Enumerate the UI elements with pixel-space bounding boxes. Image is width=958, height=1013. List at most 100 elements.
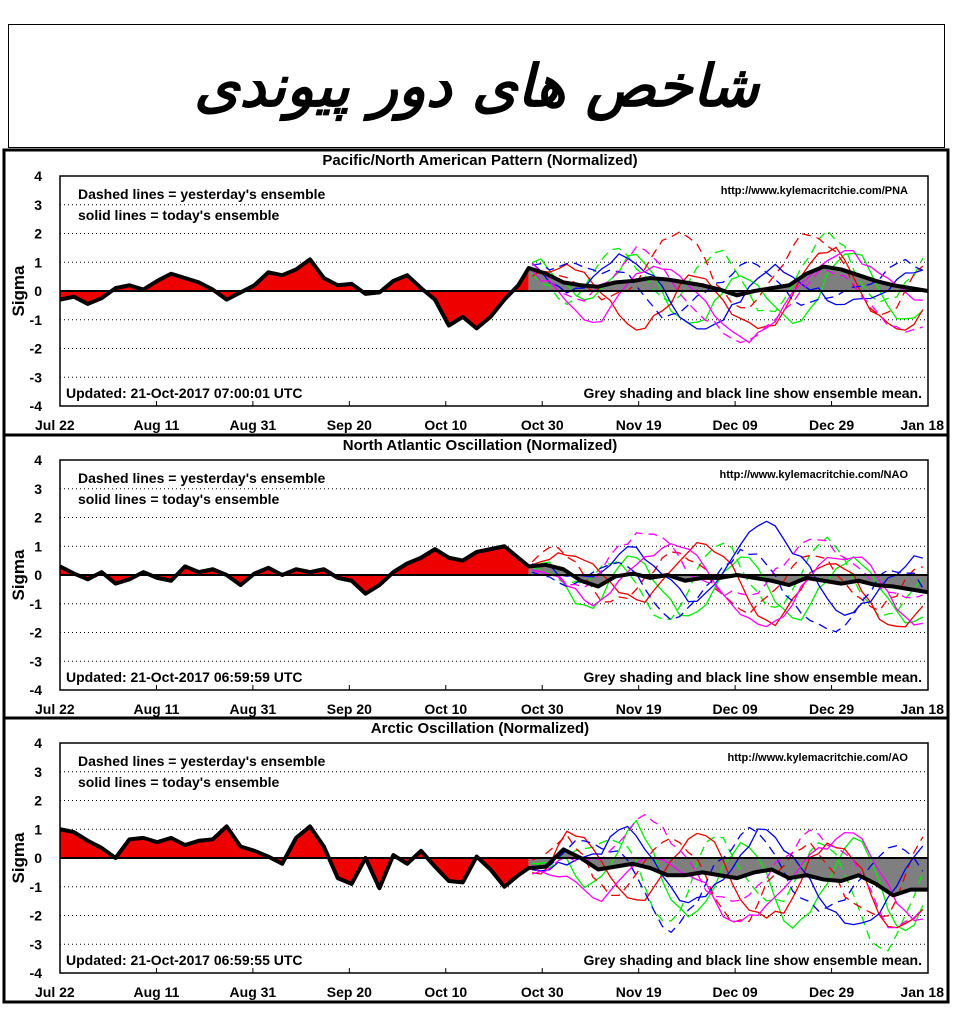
- x-tick-label: Oct 30: [521, 984, 564, 1000]
- y-tick-label: -2: [30, 341, 43, 357]
- member-line-today: [532, 830, 924, 929]
- page-title: شاخص های دور پیوندی: [194, 52, 759, 120]
- y-tick-label: 2: [34, 510, 42, 526]
- member-line-yesterday: [532, 834, 924, 924]
- member-line-today: [531, 819, 924, 932]
- y-tick-label: 2: [34, 793, 42, 809]
- x-tick-label: Aug 11: [133, 984, 179, 1000]
- x-tick-label: Aug 31: [230, 417, 277, 433]
- y-tick-label: 0: [34, 850, 42, 866]
- y-tick-label: 0: [34, 567, 42, 583]
- x-tick-label: Sep 20: [327, 701, 372, 717]
- chart-title: North Atlantic Oscillation (Normalized): [343, 437, 617, 454]
- x-tick-label: Jul 22: [35, 984, 75, 1000]
- x-tick-label: Nov 19: [616, 417, 662, 433]
- member-line-today: [531, 252, 924, 325]
- x-tick-label: Oct 10: [424, 417, 467, 433]
- chart-title: Pacific/North American Pattern (Normaliz…: [322, 152, 637, 169]
- member-line-today: [531, 249, 923, 344]
- chart-panel-3: Arctic Oscillation (Normalized) 4 3 2 1 0 -1 -2…: [2, 716, 950, 1004]
- shading-note: Grey shading and black line show ensembl…: [584, 952, 922, 968]
- source-url: http://www.kylemacritchie.com/NAO: [720, 469, 909, 481]
- y-tick-label: 1: [34, 538, 42, 554]
- x-tick-label: Jan 18: [900, 701, 944, 717]
- x-tick-label: Jul 22: [35, 417, 75, 433]
- x-tick-label: Aug 11: [133, 417, 179, 433]
- legend-text-solid: solid lines = today's ensemble: [78, 491, 280, 507]
- source-url: http://www.kylemacritchie.com/PNA: [721, 185, 908, 197]
- y-tick-label: -3: [30, 369, 43, 385]
- mean-line: [59, 544, 929, 596]
- x-tick-label: Dec 29: [809, 701, 854, 717]
- member-line-today: [532, 831, 923, 923]
- legend-text-solid: solid lines = today's ensemble: [78, 774, 280, 790]
- updated-timestamp: Updated: 21-Oct-2017 07:00:01 UTC: [66, 385, 303, 401]
- y-tick-label: -1: [30, 312, 43, 328]
- x-tick-label: Oct 30: [521, 417, 564, 433]
- y-tick-label: 4: [34, 168, 42, 184]
- y-tick-label: -1: [30, 596, 43, 612]
- y-tick-label: -3: [30, 936, 43, 952]
- x-tick-label: Aug 31: [230, 701, 277, 717]
- x-tick-label: Jul 22: [35, 701, 75, 717]
- updated-timestamp: Updated: 21-Oct-2017 06:59:55 UTC: [66, 952, 303, 968]
- y-tick-label: -4: [30, 965, 43, 981]
- x-tick-label: Jan 18: [900, 417, 944, 433]
- y-tick-label: -3: [30, 653, 43, 669]
- mean-line: [59, 257, 929, 331]
- member-line-yesterday: [531, 229, 924, 313]
- mean-line: [59, 824, 928, 898]
- plot-area-border: [59, 742, 929, 974]
- chart-panel-2: North Atlantic Oscillation (Normalized) 4…: [2, 433, 950, 721]
- y-tick-label: -2: [30, 625, 43, 641]
- y-tick-label: 1: [34, 254, 42, 270]
- y-axis-label: Sigma: [9, 832, 28, 884]
- y-tick-label: 0: [34, 283, 42, 299]
- legend-text-dashed: Dashed lines = yesterday's ensemble: [78, 753, 326, 769]
- y-tick-label: 3: [34, 764, 42, 780]
- chart-panel-1: Pacific/North American Pattern (Normaliz…: [2, 148, 950, 439]
- x-tick-label: Dec 09: [713, 701, 758, 717]
- x-tick-label: Oct 10: [424, 701, 467, 717]
- legend-text-solid: solid lines = today's ensemble: [78, 207, 280, 223]
- x-tick-label: Oct 30: [521, 701, 564, 717]
- y-tick-label: 3: [34, 481, 42, 497]
- member-line-yesterday: [531, 532, 923, 599]
- member-line-today: [532, 542, 923, 628]
- x-tick-label: Sep 20: [327, 417, 372, 433]
- y-tick-label: 2: [34, 226, 42, 242]
- ensemble-mean-fill: [528, 266, 928, 296]
- y-tick-label: -4: [30, 398, 43, 414]
- source-url: http://www.kylemacritchie.com/AO: [727, 752, 908, 764]
- x-tick-label: Sep 20: [327, 984, 372, 1000]
- shading-note: Grey shading and black line show ensembl…: [584, 385, 922, 401]
- shading-note: Grey shading and black line show ensembl…: [584, 669, 922, 685]
- member-line-yesterday: [532, 826, 924, 934]
- y-tick-label: 4: [34, 452, 42, 468]
- updated-timestamp: Updated: 21-Oct-2017 06:59:59 UTC: [66, 669, 303, 685]
- x-tick-label: Aug 31: [230, 984, 277, 1000]
- plot-area-border: [59, 175, 929, 407]
- x-tick-label: Dec 09: [713, 984, 758, 1000]
- x-tick-label: Dec 29: [809, 984, 854, 1000]
- y-tick-label: 1: [34, 821, 42, 837]
- x-tick-label: Aug 11: [133, 701, 179, 717]
- member-line-yesterday: [532, 536, 924, 620]
- y-tick-label: -4: [30, 682, 43, 698]
- x-tick-label: Nov 19: [616, 984, 662, 1000]
- y-tick-label: -2: [30, 908, 43, 924]
- plot-area-border: [59, 459, 929, 691]
- legend-text-dashed: Dashed lines = yesterday's ensemble: [78, 470, 326, 486]
- x-tick-label: Nov 19: [616, 701, 662, 717]
- x-tick-label: Oct 10: [424, 984, 467, 1000]
- chart-title: Arctic Oscillation (Normalized): [371, 720, 589, 737]
- member-line-yesterday: [531, 813, 924, 929]
- y-axis-label: Sigma: [9, 265, 28, 317]
- y-axis-label: Sigma: [9, 549, 28, 601]
- member-line-today: [531, 246, 924, 331]
- y-tick-label: 3: [34, 197, 42, 213]
- y-tick-label: -1: [30, 879, 43, 895]
- member-line-today: [531, 253, 924, 330]
- x-tick-label: Dec 09: [713, 417, 758, 433]
